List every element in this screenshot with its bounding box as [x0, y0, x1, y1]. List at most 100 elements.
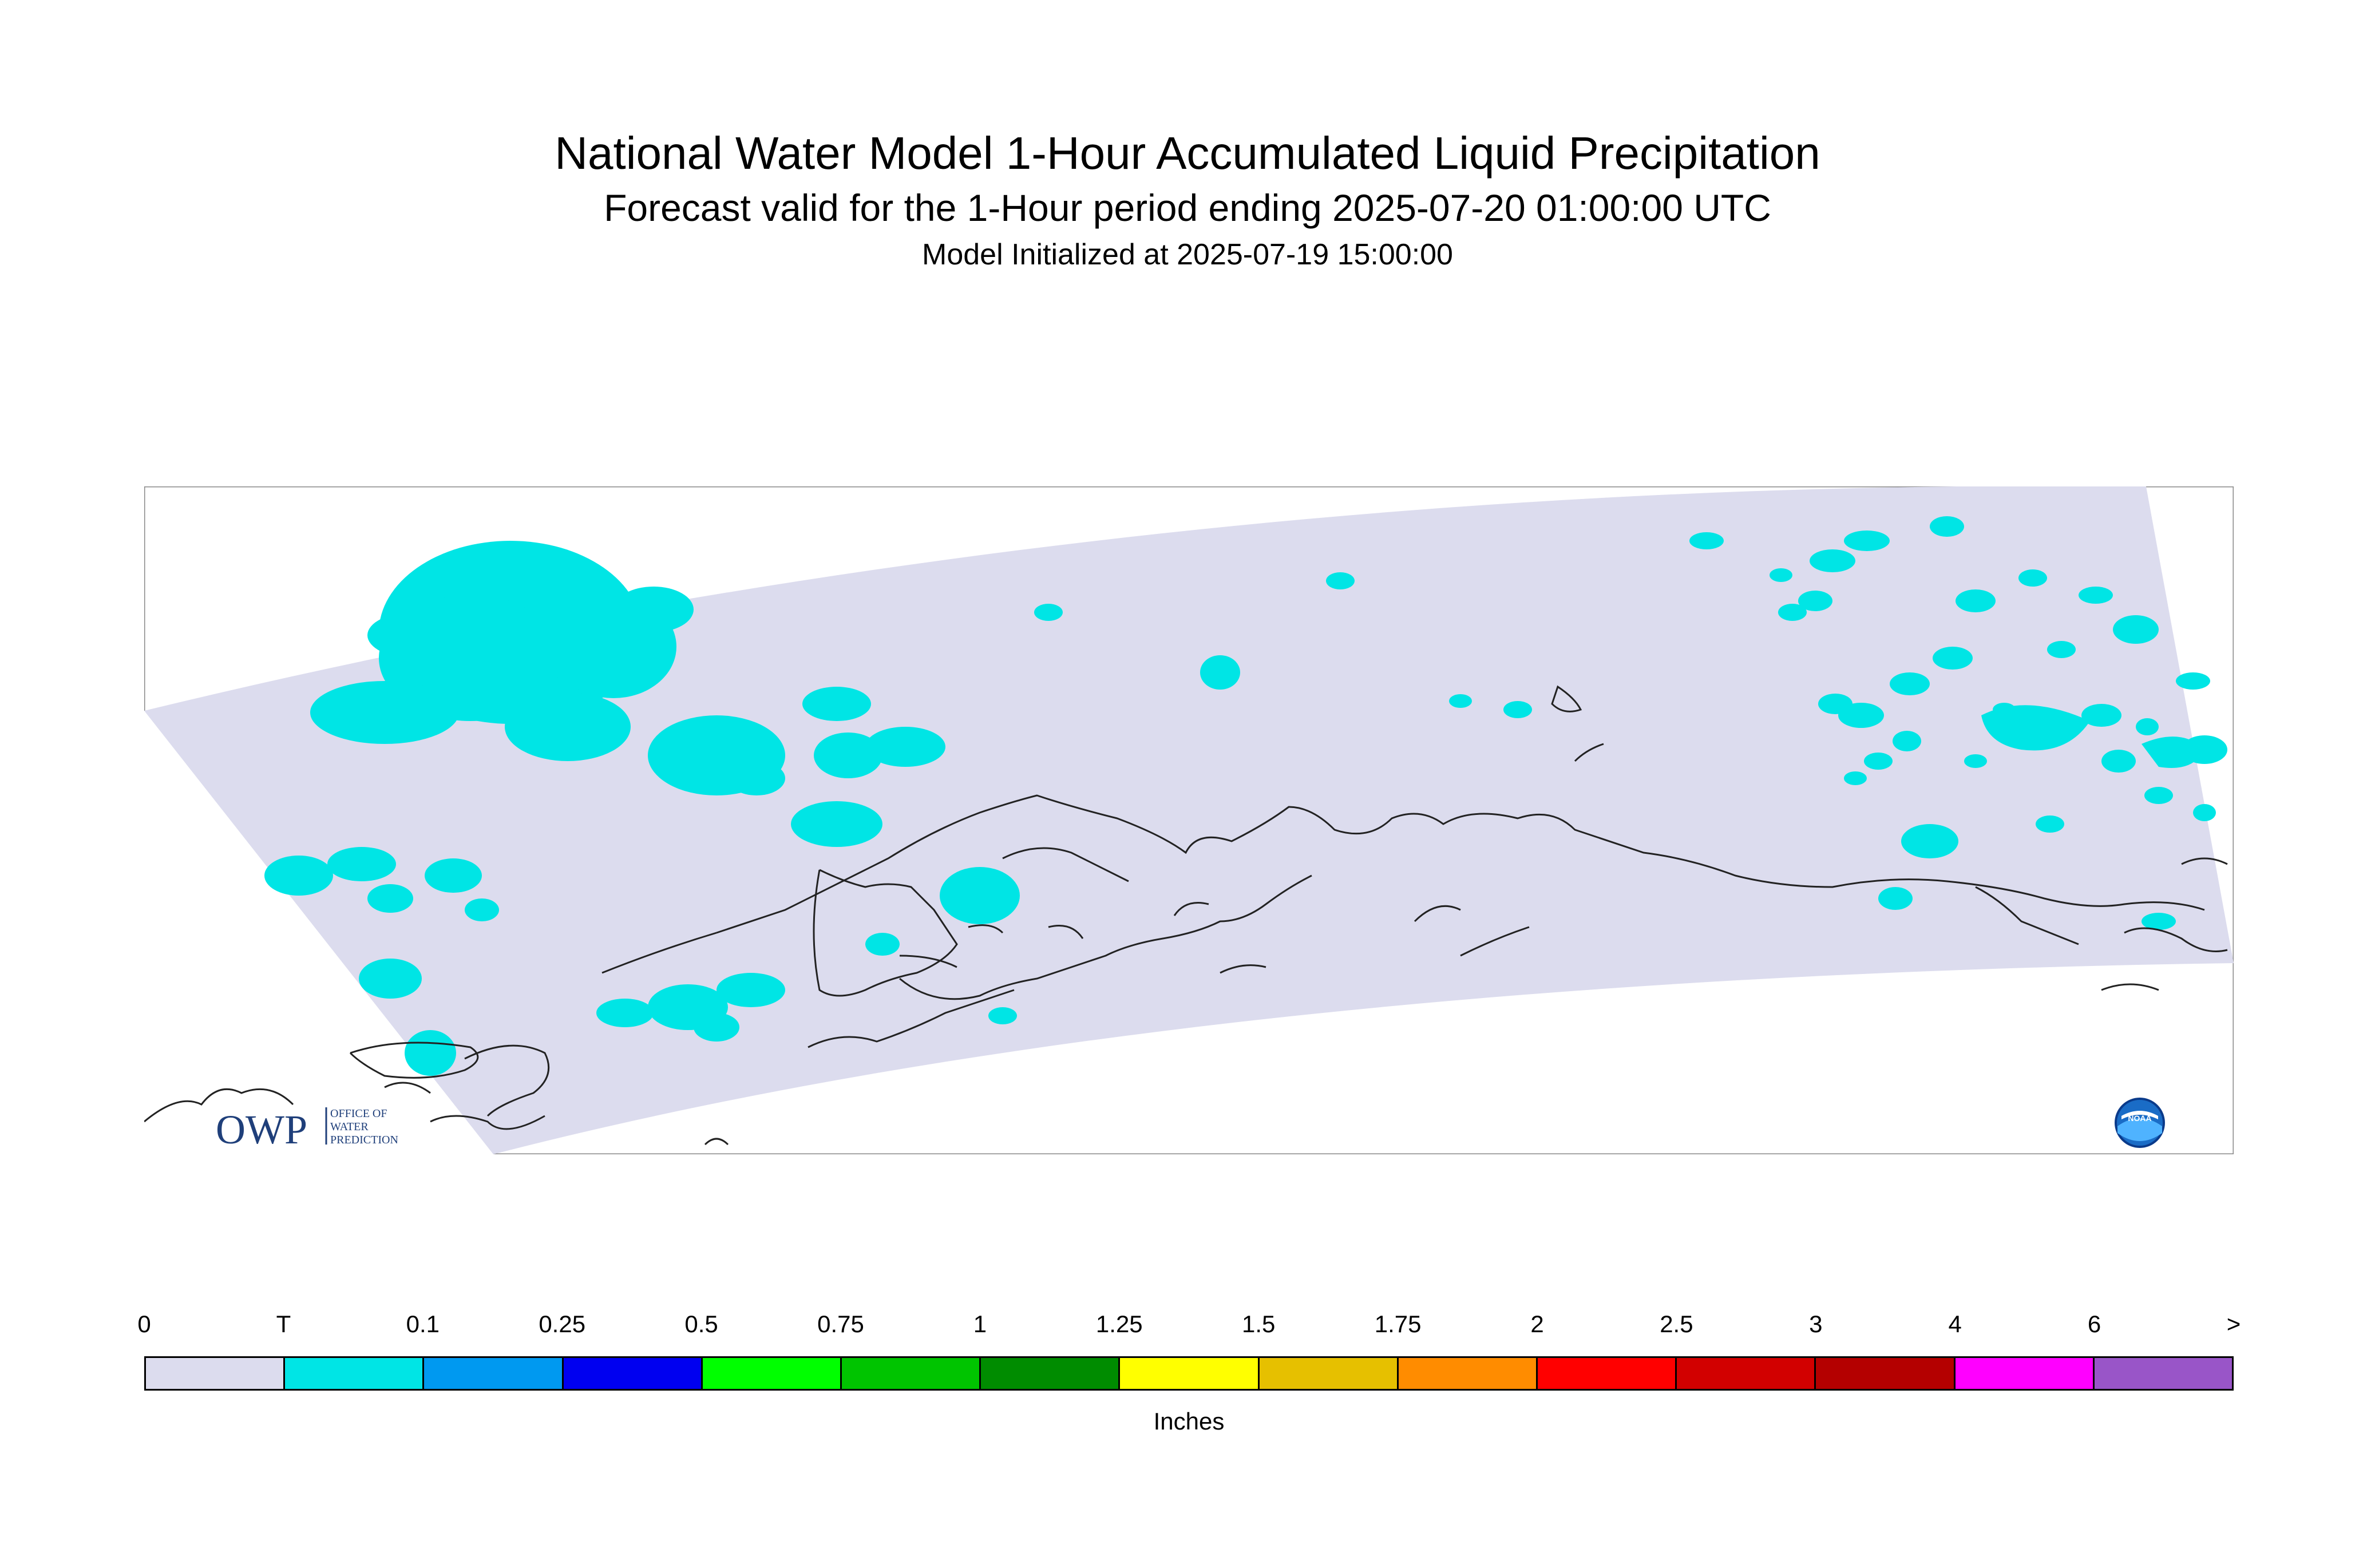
- legend-label: 0.1: [406, 1310, 440, 1337]
- precip-area: [940, 867, 1020, 924]
- precip-area: [1864, 753, 1893, 770]
- precip-area: [802, 687, 871, 721]
- owp-logo-line3: PREDICTION: [330, 1134, 398, 1146]
- legend-label: T: [276, 1310, 291, 1337]
- legend-label: 3: [1809, 1310, 1823, 1337]
- precip-area: [1981, 705, 2090, 751]
- precip-area: [728, 761, 785, 795]
- precip-area: [1844, 771, 1867, 785]
- precip-area: [2142, 913, 2176, 930]
- precip-area: [613, 587, 694, 632]
- precip-area: [367, 612, 459, 658]
- coastline: [601, 932, 717, 974]
- precip-area: [310, 681, 459, 744]
- legend-swatch: [1538, 1358, 1677, 1389]
- legend-swatch: [285, 1358, 425, 1389]
- precip-area: [1326, 572, 1355, 589]
- coastline: [430, 1115, 545, 1130]
- precipitation-map: OWP OFFICE OF WATER PREDICTION NOAA: [144, 486, 2234, 1154]
- precip-area: [865, 727, 945, 767]
- coastline: [1975, 886, 2079, 945]
- legend-label: 1.5: [1241, 1310, 1276, 1337]
- legend-swatch: [1120, 1358, 1260, 1389]
- precip-area: [717, 973, 785, 1007]
- page-title: National Water Model 1-Hour Accumulated …: [555, 128, 1820, 179]
- owp-logo-line1: OFFICE OF: [330, 1107, 387, 1120]
- coastline: [1002, 847, 1129, 882]
- precip-area: [1930, 516, 1964, 537]
- precip-area: [1034, 604, 1063, 621]
- coastline: [1173, 902, 1209, 916]
- precip-area: [694, 1013, 739, 1042]
- precip-area: [465, 898, 499, 921]
- precip-area: [2136, 718, 2159, 735]
- precip-area: [2142, 737, 2204, 768]
- precip-area: [425, 858, 482, 893]
- precip-area: [2193, 804, 2216, 821]
- precip-area: [2079, 587, 2113, 604]
- forecast-valid-subtitle: Forecast valid for the 1-Hour period end…: [604, 187, 1771, 229]
- coastline: [899, 955, 957, 968]
- legend-label: 0: [137, 1310, 151, 1337]
- coastline: [899, 874, 1312, 1000]
- precip-area: [405, 1030, 456, 1076]
- legend-label: 2: [1530, 1310, 1544, 1337]
- legend-units: Inches: [1153, 1408, 1225, 1435]
- coastline: [2124, 927, 2228, 952]
- legend-swatch: [146, 1358, 286, 1389]
- precip-area: [359, 959, 422, 999]
- legend-label: 6: [2087, 1310, 2101, 1337]
- legend-swatch: [1955, 1358, 2095, 1389]
- noaa-logo-text: NOAA: [2128, 1114, 2151, 1123]
- precip-area: [1893, 731, 1921, 751]
- precip-area: [505, 692, 631, 761]
- precip-area: [1778, 604, 1807, 621]
- precip-area: [1964, 754, 1987, 768]
- owp-logo-line2: WATER: [330, 1120, 369, 1133]
- precip-area: [1503, 701, 1532, 718]
- legend-label: 0.5: [684, 1310, 718, 1337]
- coastline: [2101, 983, 2159, 991]
- coastline: [384, 1082, 431, 1094]
- coastline: [968, 924, 1004, 934]
- precip-area: [1810, 549, 1855, 572]
- coastline: [1220, 964, 1266, 974]
- precip-area: [2081, 704, 2121, 727]
- precip-area: [1901, 824, 1958, 858]
- precip-area: [2018, 569, 2047, 587]
- legend-swatch: [1816, 1358, 1956, 1389]
- coastline: [1048, 925, 1084, 939]
- coastline: [813, 869, 958, 997]
- owp-logo-mark: OWP: [216, 1107, 307, 1153]
- precip-area: [2036, 815, 2064, 833]
- model-init-subtitle: Model Initialized at 2025-07-19 15:00:00: [922, 238, 1453, 271]
- precip-area: [264, 856, 333, 896]
- precip-area: [2144, 787, 2173, 804]
- precip-area: [1449, 694, 1472, 708]
- legend-label: 0.25: [539, 1310, 586, 1337]
- precip-area: [596, 999, 654, 1027]
- precip-area: [1956, 589, 1996, 612]
- precipitation-areas: [264, 516, 2227, 1076]
- legend-label: 1.75: [1374, 1310, 1422, 1337]
- coastline: [704, 1138, 729, 1146]
- legend-label: 2.5: [1660, 1310, 1693, 1337]
- coastline: [808, 989, 1015, 1048]
- precip-area: [1818, 694, 1852, 714]
- coastline: [1414, 905, 1461, 922]
- precip-area: [791, 801, 882, 847]
- precip-area: [1844, 530, 1890, 551]
- legend-label: 0.75: [817, 1310, 864, 1337]
- coastline: [2181, 857, 2228, 865]
- coastline: [1460, 926, 1530, 957]
- coastline: [349, 1042, 479, 1079]
- legend-label: 1.25: [1095, 1310, 1143, 1337]
- precip-area: [367, 884, 413, 913]
- precip-area: [814, 732, 882, 778]
- noaa-logo: NOAA: [2115, 1098, 2165, 1148]
- legend-swatch: [842, 1358, 981, 1389]
- precip-area: [1798, 591, 1832, 611]
- precip-area: [1770, 568, 1792, 582]
- precip-area: [988, 1007, 1017, 1024]
- coastline: [716, 794, 2205, 934]
